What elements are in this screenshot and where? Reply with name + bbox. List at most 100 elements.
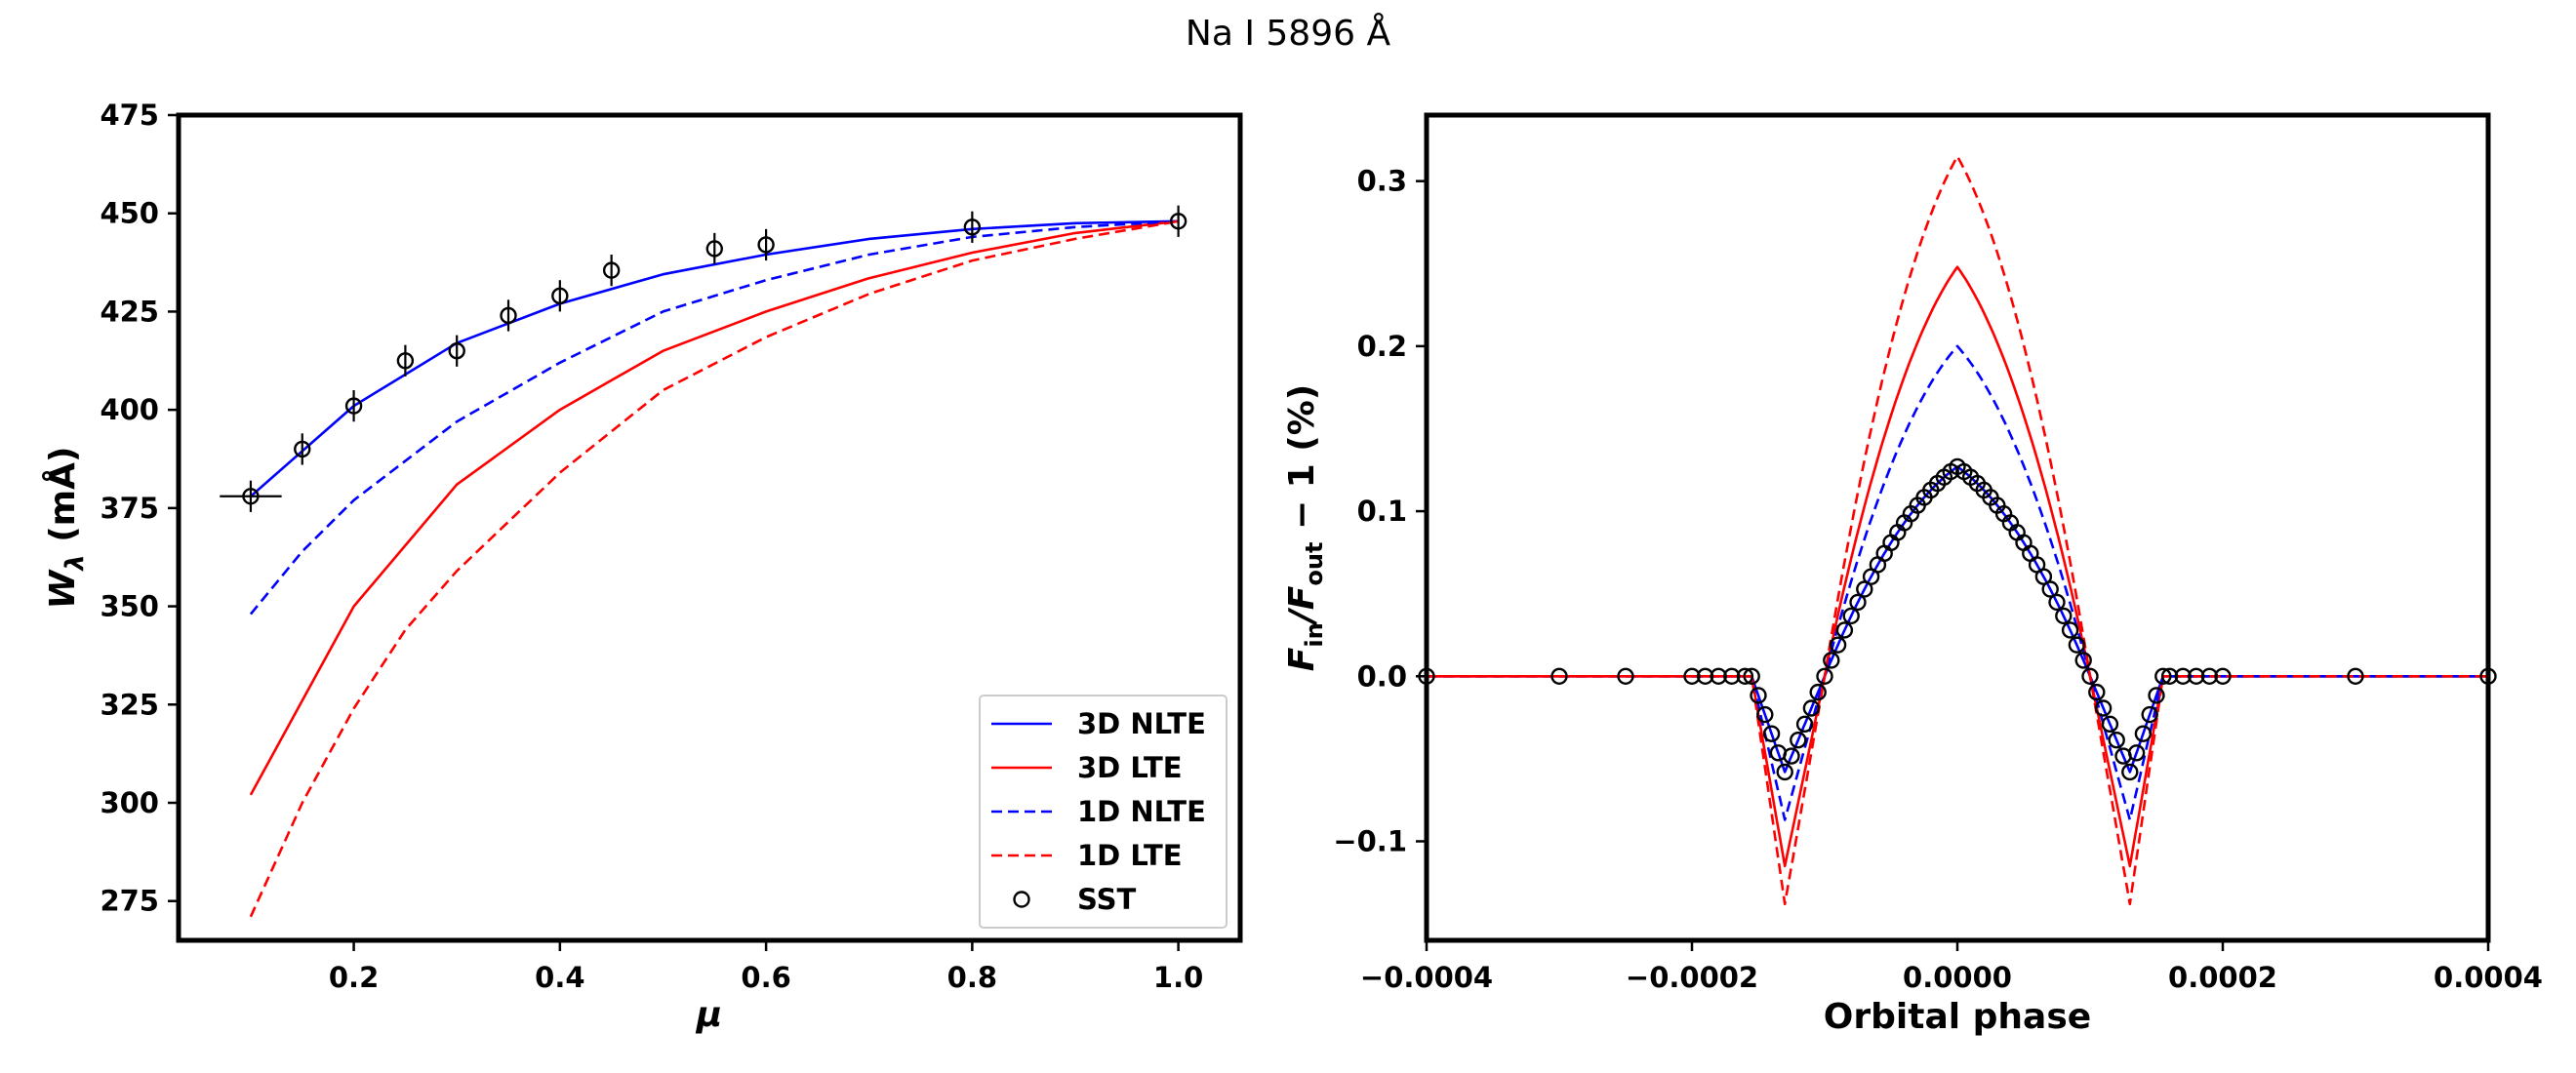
series-line-3d-nlte bbox=[1427, 465, 2488, 774]
right-y-axis-label: Fin/Fout − 1 (%) bbox=[1282, 384, 1328, 672]
sst-point bbox=[1795, 715, 1814, 734]
sst-point bbox=[1816, 667, 1833, 685]
right-xtick-label: −0.0002 bbox=[1626, 961, 1758, 994]
sst-point bbox=[1756, 705, 1774, 724]
sst-point bbox=[1809, 683, 1827, 701]
left-ytick-label: 325 bbox=[100, 688, 159, 721]
sst-point bbox=[2347, 667, 2364, 685]
sst-point bbox=[2074, 652, 2092, 669]
left-ytick-label: 300 bbox=[100, 786, 159, 819]
sst-point bbox=[1849, 593, 1867, 612]
left-ytick-label: 275 bbox=[100, 885, 159, 918]
legend-box bbox=[979, 695, 1228, 929]
sst-point bbox=[2068, 636, 2086, 654]
right-ytick-label: 0.3 bbox=[1357, 165, 1407, 198]
legend-marker-sst bbox=[1013, 891, 1030, 908]
series-line-1d-lte bbox=[1427, 155, 2488, 906]
sst-point bbox=[1683, 667, 1701, 685]
series-line-3d-lte bbox=[249, 219, 1179, 796]
sst-point bbox=[2094, 699, 2113, 717]
legend-label-3d-nlte: 3D NLTE bbox=[1077, 707, 1206, 740]
sst-point bbox=[1783, 747, 1800, 765]
sst-point bbox=[551, 287, 569, 305]
sst-point bbox=[2055, 607, 2073, 625]
left-xtick-label: 0.4 bbox=[535, 961, 584, 994]
sst-point bbox=[2154, 667, 2172, 685]
left-ytick-label: 375 bbox=[100, 492, 159, 525]
left-ytick-label: 350 bbox=[100, 590, 159, 623]
sst-point bbox=[396, 352, 415, 370]
sst-point bbox=[963, 219, 982, 236]
sst-point bbox=[2200, 667, 2219, 685]
sst-point bbox=[1835, 621, 1854, 639]
sst-point bbox=[705, 240, 723, 258]
right-ytick-label: 0.2 bbox=[1357, 330, 1407, 363]
legend-label-sst: SST bbox=[1077, 883, 1136, 916]
legend-label-1d-nlte: 1D NLTE bbox=[1077, 795, 1206, 828]
right-xtick-label: 0.0004 bbox=[2434, 961, 2543, 994]
sst-point bbox=[2101, 715, 2119, 734]
left-ytick-label: 425 bbox=[100, 295, 159, 328]
sst-point bbox=[2214, 667, 2232, 685]
sst-point bbox=[1823, 652, 1840, 669]
sst-point bbox=[294, 440, 311, 458]
right-xtick-label: −0.0004 bbox=[1360, 961, 1493, 994]
right-ytick-label: −0.1 bbox=[1333, 824, 1407, 857]
sst-point bbox=[2108, 732, 2125, 749]
sst-point bbox=[2148, 687, 2165, 704]
sst-point bbox=[500, 306, 517, 325]
sst-point bbox=[1750, 687, 1767, 704]
right-xtick-label: 0.0002 bbox=[2168, 961, 2277, 994]
series-line-1d-nlte bbox=[249, 219, 1179, 616]
sst-point bbox=[242, 488, 260, 505]
sst-point bbox=[1710, 667, 1727, 685]
sst-point bbox=[1790, 732, 1807, 749]
sst-point bbox=[344, 397, 363, 415]
sst-point bbox=[1829, 636, 1847, 654]
sst-point bbox=[2081, 667, 2099, 685]
sst-point bbox=[2048, 593, 2066, 612]
sst-point bbox=[1169, 213, 1187, 230]
left-ytick-label: 450 bbox=[100, 197, 159, 230]
sst-point bbox=[2127, 744, 2146, 762]
sst-point bbox=[2160, 667, 2179, 685]
series-line-3d-lte bbox=[1427, 265, 2488, 868]
sst-point bbox=[1617, 667, 1634, 685]
right-plot-frame bbox=[1424, 112, 2491, 943]
sst-point bbox=[2088, 683, 2106, 701]
sst-point bbox=[602, 261, 621, 279]
legend-label-1d-lte: 1D LTE bbox=[1077, 839, 1183, 872]
sst-point bbox=[2041, 580, 2059, 598]
sst-point bbox=[2121, 763, 2139, 781]
sst-point bbox=[2134, 725, 2153, 742]
left-ytick-label: 400 bbox=[100, 393, 159, 426]
figure-title: Na I 5896 Å bbox=[1185, 14, 1391, 54]
left-plot-frame bbox=[176, 112, 1243, 943]
legend-label-3d-lte: 3D LTE bbox=[1077, 751, 1183, 784]
sst-point bbox=[1842, 607, 1860, 625]
left-x-axis-label: μ bbox=[696, 995, 723, 1035]
sst-point bbox=[1723, 667, 1741, 685]
left-xtick-label: 0.2 bbox=[329, 961, 379, 994]
left-ytick-label: 475 bbox=[100, 99, 159, 132]
sst-point bbox=[1696, 667, 1714, 685]
left-xtick-label: 0.6 bbox=[741, 961, 790, 994]
sst-point bbox=[2061, 621, 2079, 639]
right-xtick-label: 0.0000 bbox=[1903, 961, 2012, 994]
sst-point bbox=[2174, 667, 2192, 685]
right-ytick-label: 0.1 bbox=[1357, 495, 1407, 528]
sst-point bbox=[757, 236, 775, 254]
sst-point bbox=[1743, 667, 1760, 685]
right-ytick-label: 0.0 bbox=[1357, 659, 1407, 693]
sst-point bbox=[1550, 667, 1568, 685]
sst-point bbox=[2141, 705, 2158, 724]
sst-point bbox=[448, 342, 465, 360]
sst-point bbox=[1776, 763, 1793, 781]
left-y-axis-label: Wλ (mÅ) bbox=[42, 447, 90, 610]
sst-point bbox=[1802, 699, 1821, 717]
sst-point bbox=[1736, 667, 1754, 685]
series-line-1d-nlte bbox=[1427, 344, 2488, 821]
right-x-axis-label: Orbital phase bbox=[1824, 997, 2091, 1037]
sst-point bbox=[2188, 667, 2205, 685]
